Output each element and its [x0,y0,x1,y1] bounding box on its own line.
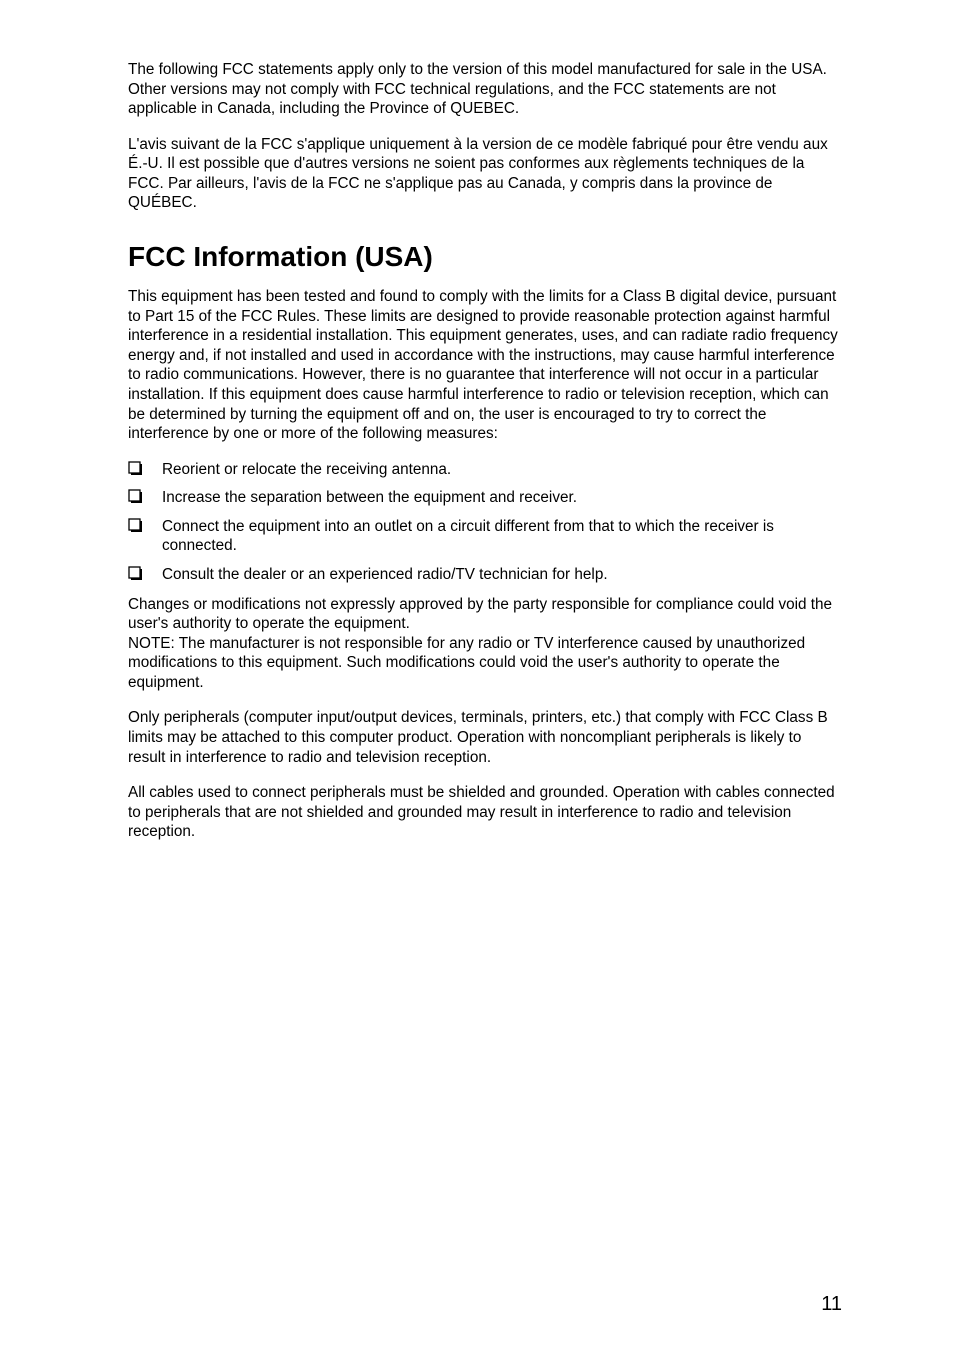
page-number: 11 [821,1293,842,1316]
square-bullet-icon [128,460,162,478]
changes-paragraph: Changes or modifications not expressly a… [128,595,842,693]
document-page: The following FCC statements apply only … [0,0,954,1354]
list-item-text: Connect the equipment into an outlet on … [162,517,842,556]
intro-paragraph-en: The following FCC statements apply only … [128,60,842,119]
list-item-text: Consult the dealer or an experienced rad… [162,565,842,585]
fcc-body-paragraph: This equipment has been tested and found… [128,287,842,444]
list-item: Connect the equipment into an outlet on … [128,517,842,556]
list-item-text: Reorient or relocate the receiving anten… [162,460,842,480]
list-item: Consult the dealer or an experienced rad… [128,565,842,585]
square-bullet-icon [128,565,162,583]
square-bullet-icon [128,517,162,535]
list-item-text: Increase the separation between the equi… [162,488,842,508]
section-heading-fcc: FCC Information (USA) [128,241,842,273]
square-bullet-icon [128,488,162,506]
cables-paragraph: All cables used to connect peripherals m… [128,783,842,842]
list-item: Increase the separation between the equi… [128,488,842,508]
measures-list: Reorient or relocate the receiving anten… [128,460,842,585]
peripherals-paragraph: Only peripherals (computer input/output … [128,708,842,767]
intro-paragraph-fr: L'avis suivant de la FCC s'applique uniq… [128,135,842,213]
list-item: Reorient or relocate the receiving anten… [128,460,842,480]
